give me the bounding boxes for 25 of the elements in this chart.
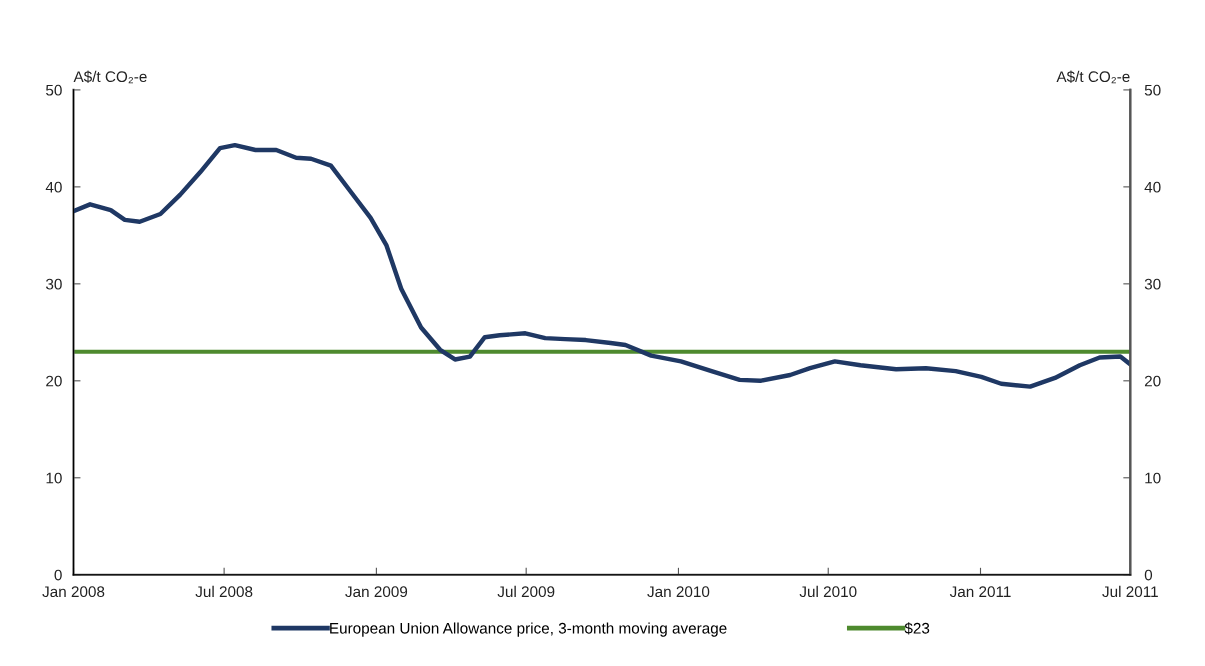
x-tick-label: Jan 2008	[42, 586, 105, 598]
y2-axis-title: A$/t CO₂-e	[1056, 70, 1130, 84]
y2-tick-label: 10	[1145, 472, 1161, 484]
x-tick-label: Jan 2010	[647, 586, 710, 598]
x-tick-label: Jul 2009	[497, 585, 555, 598]
y-tick-label: 10	[46, 472, 62, 484]
x-tick-label: Jul 2010	[799, 585, 857, 598]
y2-tick-label: 20	[1144, 375, 1161, 387]
y-tick-label: 50	[46, 84, 62, 96]
y2-tick-label: 40	[1144, 181, 1161, 193]
y2-tick-label: 0	[1144, 569, 1153, 581]
x-tick-label: Jan 2009	[345, 586, 408, 598]
x-tick-label: Jan 2011	[949, 586, 1011, 598]
y2-tick-label: 30	[1144, 278, 1161, 290]
y-tick-label: 30	[45, 278, 62, 290]
legend-label: $23	[904, 622, 930, 635]
y-tick-label: 0	[54, 569, 62, 581]
y-tick-label: 20	[46, 375, 62, 387]
x-tick-label: Jul 2008	[195, 585, 253, 598]
y2-tick-label: 50	[1144, 84, 1161, 96]
x-tick-label: Jul 2011	[1102, 585, 1158, 598]
line-series	[73, 142, 1131, 389]
y-tick-label: 40	[45, 181, 62, 193]
legend-label: European Union Allowance price, 3-month moving average	[330, 622, 727, 637]
y-axis-title: A$/t CO₂-e	[73, 70, 147, 84]
